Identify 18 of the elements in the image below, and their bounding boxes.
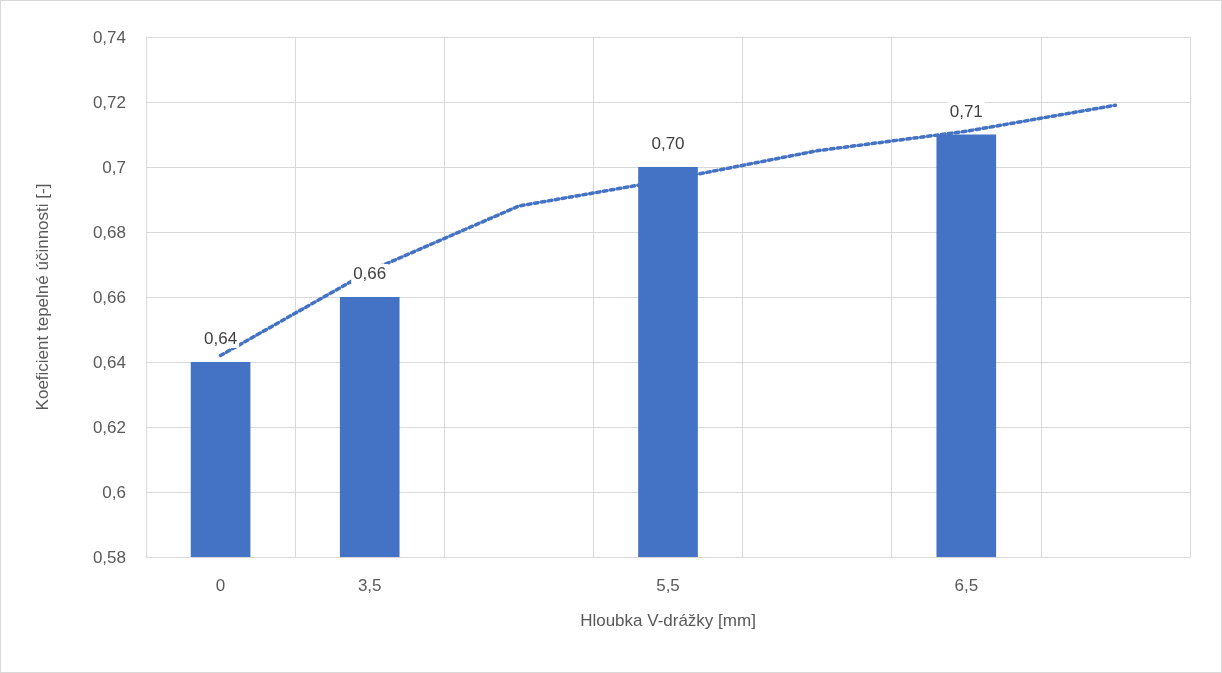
y-axis-title: Koeficient tepelné účinnosti [-] <box>33 183 52 411</box>
data-label: 0,70 <box>651 134 685 153</box>
y-tick-label: 0,6 <box>102 482 126 502</box>
x-tick-label: 6,5 <box>954 576 979 595</box>
y-tick-label: 0,58 <box>92 547 126 567</box>
data-label: 0,71 <box>949 101 983 121</box>
x-tick-label: 5,5 <box>656 576 680 595</box>
y-tick-label: 0,74 <box>92 27 126 47</box>
data-label: 0,64 <box>204 329 238 348</box>
x-tick-label: 3,5 <box>357 576 382 595</box>
y-tick-label: 0,62 <box>92 417 126 437</box>
y-tick-label: 0,66 <box>92 287 126 307</box>
x-axis-title: Hloubka V-drážky [mm] <box>580 611 756 630</box>
y-tick-label: 0,68 <box>92 222 126 242</box>
y-tick-label: 0,7 <box>102 157 126 177</box>
x-tick-label: 0 <box>215 576 226 595</box>
y-tick-label: 0,72 <box>92 92 126 112</box>
y-tick-label: 0,64 <box>92 352 126 372</box>
